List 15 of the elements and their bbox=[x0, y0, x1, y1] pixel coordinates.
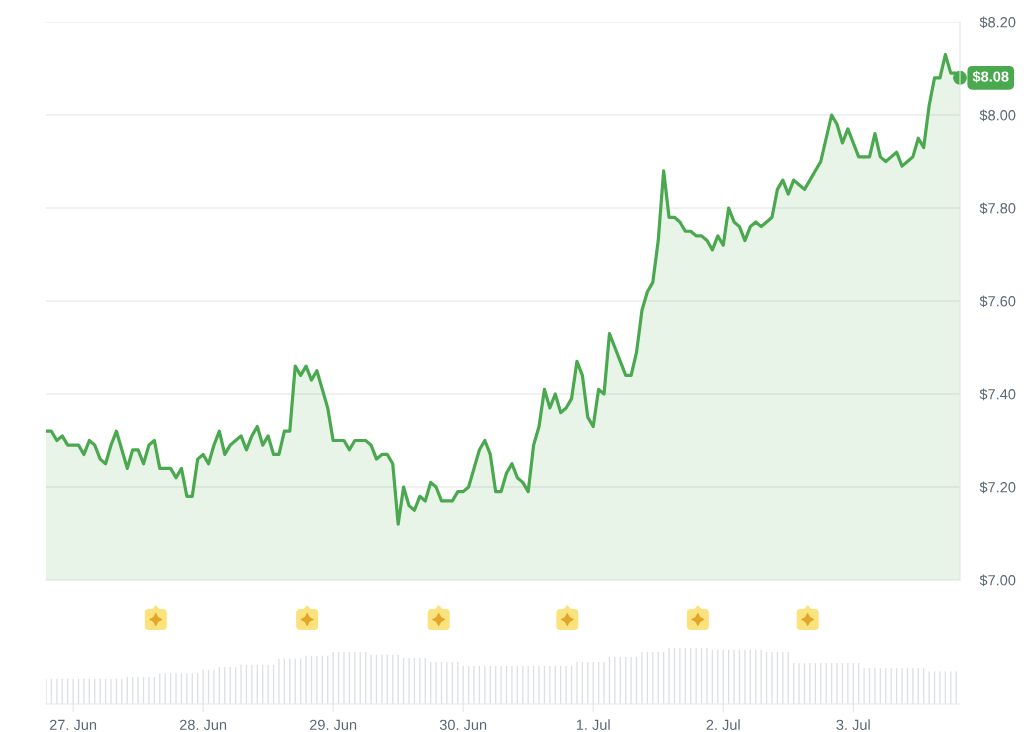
y-tick-label: $8.00 bbox=[979, 109, 1016, 122]
annotation: $8.08 bbox=[972, 70, 1009, 83]
x-tick-label: 27. Jun bbox=[49, 719, 97, 730]
y-tick-label: $7.20 bbox=[979, 481, 1016, 494]
y-tick-label: $7.60 bbox=[979, 295, 1016, 308]
x-tick-label: 29. Jun bbox=[309, 719, 357, 730]
y-tick-label: $7.00 bbox=[979, 574, 1016, 587]
y-tick-label: $8.20 bbox=[979, 16, 1016, 29]
x-tick-label: 30. Jun bbox=[439, 719, 487, 730]
x-tick-label: 3. Jul bbox=[836, 719, 870, 730]
x-tick-label: 1. Jul bbox=[576, 719, 610, 730]
x-tick-label: 2. Jul bbox=[706, 719, 740, 730]
y-tick-label: $7.40 bbox=[979, 388, 1016, 401]
x-tick-label: 28. Jun bbox=[179, 719, 227, 730]
y-tick-label: $7.80 bbox=[979, 202, 1016, 215]
